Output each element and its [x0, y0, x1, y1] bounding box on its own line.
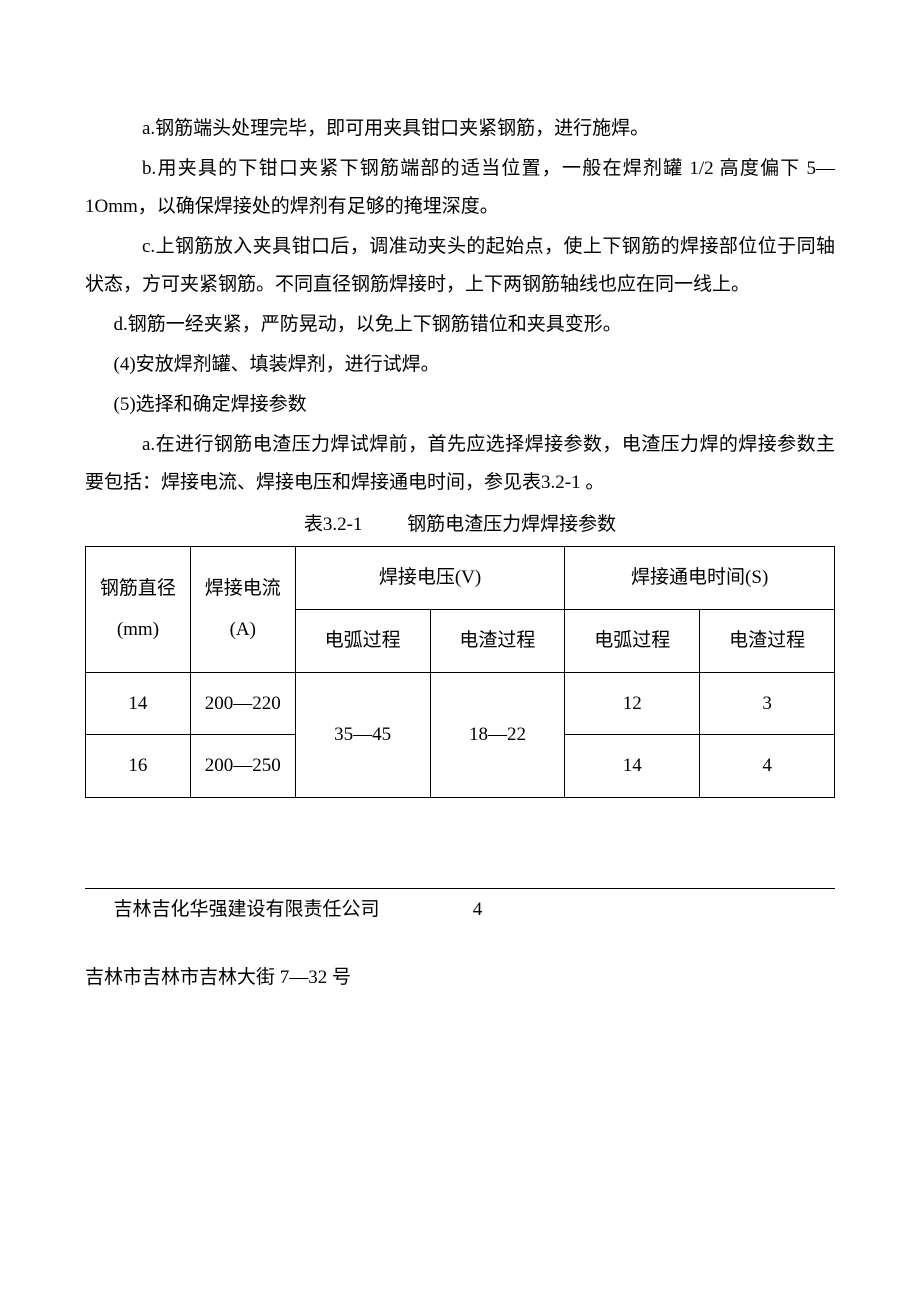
cell-time-slag-16: 4	[700, 735, 835, 798]
cell-current-16: 200—250	[190, 735, 295, 798]
table-caption: 钢筋电渣压力焊焊接参数	[407, 514, 616, 535]
table-title: 表3.2-1 钢筋电渣压力焊焊接参数	[85, 506, 835, 544]
cell-voltage-arc: 35—45	[295, 672, 430, 798]
table-row: 14 200—220 35—45 18—22 12 3	[86, 672, 835, 735]
paragraph-5a: a.在进行钢筋电渣压力焊试焊前，首先应选择焊接参数，电渣压力焊的焊接参数主要包括…	[85, 426, 835, 502]
page-number: 4	[444, 891, 482, 929]
cell-voltage-slag: 18—22	[430, 672, 565, 798]
cell-time-arc-14: 12	[565, 672, 700, 735]
paragraph-c: c.上钢筋放入夹具钳口后，调准动夹头的起始点，使上下钢筋的焊接部位位于同轴状态，…	[85, 228, 835, 304]
header-time-arc: 电弧过程	[565, 609, 700, 672]
paragraph-a: a.钢筋端头处理完毕，即可用夹具钳口夹紧钢筋，进行施焊。	[85, 110, 835, 148]
cell-current-14: 200—220	[190, 672, 295, 735]
header-diameter: 钢筋直径(mm)	[86, 547, 191, 673]
cell-diameter-14: 14	[86, 672, 191, 735]
cell-diameter-16: 16	[86, 735, 191, 798]
footer-address: 吉林市吉林市吉林大街 7—32 号	[85, 959, 835, 997]
cell-time-arc-16: 14	[565, 735, 700, 798]
paragraph-b: b.用夹具的下钳口夹紧下钢筋端部的适当位置，一般在焊剂罐 1/2 高度偏下 5—…	[85, 150, 835, 226]
footer-company: 吉林吉化华强建设有限责任公司	[114, 899, 380, 920]
paragraph-5: (5)选择和确定焊接参数	[85, 386, 835, 424]
table-number: 表3.2-1	[304, 506, 363, 544]
header-voltage-slag: 电渣过程	[430, 609, 565, 672]
table-header-row-1: 钢筋直径(mm) 焊接电流(A) 焊接电压(V) 焊接通电时间(S)	[86, 547, 835, 610]
footer-separator	[85, 888, 835, 889]
paragraph-d: d.钢筋一经夹紧，严防晃动，以免上下钢筋错位和夹具变形。	[85, 306, 835, 344]
header-time: 焊接通电时间(S)	[565, 547, 835, 610]
header-voltage-arc: 电弧过程	[295, 609, 430, 672]
welding-parameters-table: 钢筋直径(mm) 焊接电流(A) 焊接电压(V) 焊接通电时间(S) 电弧过程 …	[85, 546, 835, 798]
header-voltage: 焊接电压(V)	[295, 547, 565, 610]
header-time-slag: 电渣过程	[700, 609, 835, 672]
header-current: 焊接电流(A)	[190, 547, 295, 673]
cell-time-slag-14: 3	[700, 672, 835, 735]
paragraph-4: (4)安放焊剂罐、填装焊剂，进行试焊。	[85, 346, 835, 384]
footer-company-line: 吉林吉化华强建设有限责任公司 4	[85, 891, 835, 929]
